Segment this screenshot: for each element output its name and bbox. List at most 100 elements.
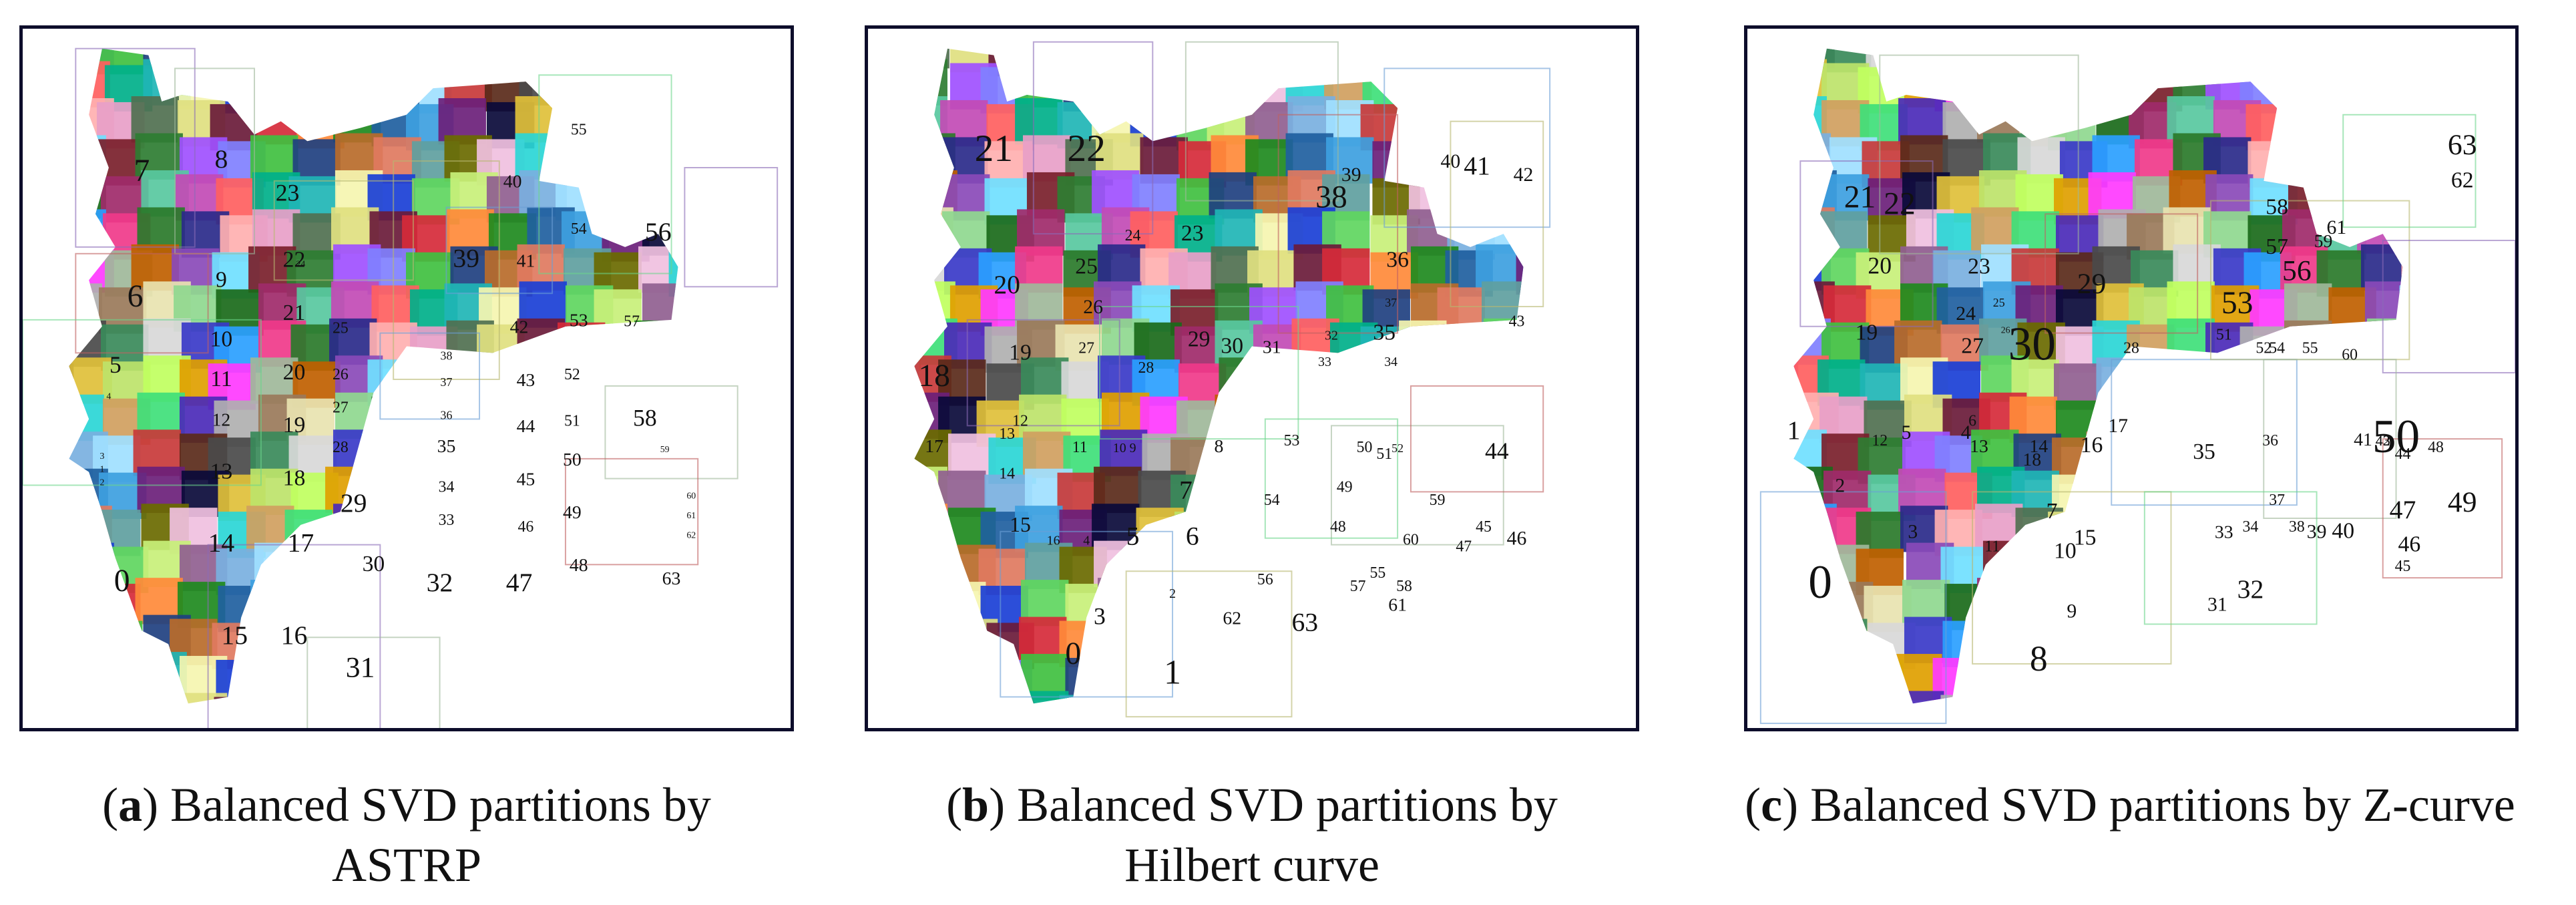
- partition-label: 53: [1284, 432, 1300, 449]
- partition-cell: [1598, 617, 1636, 663]
- partition-cell: [755, 211, 791, 257]
- partition-label: 7: [1179, 475, 1193, 504]
- partition-cell: [598, 178, 646, 225]
- partition-cell: [69, 580, 114, 626]
- partition-label: 4: [1083, 534, 1090, 548]
- partition-cell: [1295, 540, 1343, 588]
- partition-cell: [2473, 543, 2515, 589]
- bounding-box: [2382, 239, 2515, 374]
- partition-label: 55: [571, 121, 587, 138]
- partition-cell: [914, 695, 921, 704]
- partition-cell: [1975, 48, 2023, 69]
- bounding-box: [1759, 491, 1947, 725]
- partition-cell: [2328, 584, 2376, 630]
- partition-label: 15: [221, 620, 248, 650]
- partition-label: 10: [210, 327, 233, 351]
- partition-cell: [1366, 659, 1414, 704]
- partition-label: 38: [1315, 180, 1347, 214]
- partition-cell: [1597, 691, 1636, 728]
- partition-cell: [483, 48, 531, 75]
- partition-cell: [2132, 620, 2181, 667]
- partition-cell: [2444, 437, 2491, 484]
- caption-b: (b) Balanced SVD partitions by Hilbert c…: [865, 775, 1639, 895]
- partition-cell: [2201, 470, 2249, 518]
- partition-cell: [2432, 363, 2479, 409]
- partition-cell: [2432, 215, 2479, 261]
- partition-cell: [1482, 96, 1524, 143]
- partition-cell: [680, 547, 728, 593]
- partition-cell: [2393, 322, 2403, 369]
- partition-label: 37: [2269, 492, 2285, 509]
- partition-cell: [561, 582, 610, 628]
- partition-label: 43: [1509, 313, 1525, 331]
- bounding-box: [393, 160, 500, 380]
- partition-cell: [1747, 584, 1788, 630]
- partition-cell: [676, 695, 678, 704]
- caption-a-letter: a: [118, 778, 143, 832]
- partition-cell: [2171, 540, 2219, 588]
- partition-cell: [2322, 620, 2370, 667]
- partition-cell: [2129, 48, 2177, 75]
- partition-cell: [634, 135, 678, 182]
- partition-cell: [2213, 433, 2262, 480]
- partition-label: 11: [1984, 538, 2000, 556]
- partition-cell: [1552, 549, 1600, 595]
- bounding-box: [2111, 359, 2298, 506]
- partition-cell: [1793, 620, 1801, 667]
- partition-cell: [1516, 470, 1524, 518]
- partition-label: 8: [1214, 436, 1223, 457]
- partition-cell: [1142, 693, 1190, 704]
- partition-cell: [361, 470, 409, 518]
- partition-cell: [2284, 357, 2332, 404]
- partition-cell: [914, 510, 917, 556]
- partition-cell: [1401, 98, 1449, 145]
- partition-label: 14: [2029, 436, 2048, 457]
- partition-cell: [1211, 468, 1259, 516]
- partition-label: 56: [2282, 254, 2312, 287]
- partition-label: 25: [1993, 296, 2005, 309]
- bounding-box: [1125, 570, 1293, 718]
- partition-label: 50: [563, 449, 582, 470]
- partition-cell: [2163, 48, 2211, 69]
- partition-label: 13: [999, 425, 1015, 443]
- partition-cell: [1285, 466, 1333, 514]
- partition-cell: [642, 616, 678, 663]
- partition-cell: [638, 61, 678, 108]
- partition-cell: [1556, 141, 1604, 187]
- partition-label: 60: [1403, 532, 1419, 549]
- partition-label: 61: [1388, 595, 1407, 616]
- partition-cell: [69, 654, 110, 701]
- partition-cell: [2209, 48, 2258, 73]
- partition-label: 50: [1357, 439, 1373, 456]
- partition-label: 49: [1337, 478, 1353, 496]
- partition-label: 34: [439, 478, 455, 496]
- partition-label: 44: [517, 416, 535, 437]
- partition-cell: [707, 429, 755, 476]
- caption-c: (c) Balanced SVD partitions by Z-curve: [1709, 775, 2551, 835]
- partition-cell: [753, 29, 791, 72]
- partition-cell: [676, 213, 678, 260]
- partition-cell: [23, 178, 63, 224]
- partition-cell: [938, 582, 986, 628]
- partition-cell: [69, 215, 72, 262]
- partition-cell: [214, 697, 262, 704]
- partition-cell: [672, 398, 678, 445]
- partition-label: 33: [1318, 355, 1331, 369]
- panel-b-frame: 0 1 2 3 4 5 6 7 8 9 10 11 12 13 14 15 16 17 18 19 20 21 22 23 24…: [865, 25, 1639, 731]
- partition-cell: [2165, 614, 2213, 661]
- partition-cell: [450, 431, 498, 478]
- partition-cell: [2316, 139, 2364, 186]
- partition-cell: [292, 658, 341, 704]
- partition-label: 59: [1430, 492, 1446, 509]
- partition-label: 6: [1186, 522, 1199, 551]
- partition-cell: [560, 63, 608, 110]
- bounding-box: [207, 544, 381, 728]
- partition-label: 30: [2008, 317, 2056, 370]
- partition-cell: [1564, 363, 1612, 409]
- partition-cell: [1556, 178, 1604, 224]
- partition-label: 1: [1787, 415, 1800, 445]
- partition-cell: [517, 652, 565, 699]
- partition-cell: [23, 697, 63, 728]
- caption-c-text: ) Balanced SVD partitions by Z-curve: [1782, 778, 2515, 832]
- partition-cell: [2165, 689, 2213, 704]
